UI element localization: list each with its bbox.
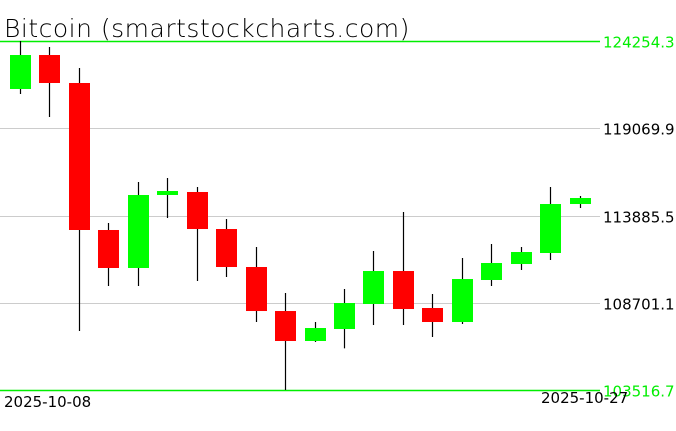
candle xyxy=(511,246,532,271)
candle-body-down xyxy=(275,311,296,342)
candle-body-down xyxy=(39,55,60,83)
candle xyxy=(363,251,384,326)
candle xyxy=(275,293,296,390)
candle-body-down xyxy=(187,191,208,230)
y-tick-label: 119069.9 xyxy=(603,121,675,139)
candle-body-down xyxy=(69,82,90,230)
candle-body-down xyxy=(98,229,119,268)
candle xyxy=(334,289,355,349)
candle-body-up xyxy=(452,279,473,323)
candle xyxy=(452,258,473,325)
candle xyxy=(393,212,414,326)
candle xyxy=(216,219,237,278)
candle-body-down xyxy=(422,308,443,323)
candle-body-down xyxy=(246,267,267,312)
candle-body-up xyxy=(511,252,532,265)
y-axis-labels: 124254.3 119069.9 113885.5 108701.1 103516.7 xyxy=(603,34,675,401)
candle xyxy=(10,41,31,95)
candle xyxy=(305,322,326,343)
grid-lines xyxy=(0,40,600,392)
candle-body-up xyxy=(10,55,31,90)
candle xyxy=(481,244,502,287)
candle xyxy=(422,294,443,337)
candle-body-up xyxy=(157,191,178,195)
candle xyxy=(98,222,119,287)
x-start-label: 2025-10-08 xyxy=(4,393,91,411)
chart-title: Bitcoin (smartstockcharts.com) xyxy=(4,14,410,43)
candle-body-up xyxy=(363,271,384,305)
candle xyxy=(540,186,561,261)
candle-body-up xyxy=(128,194,149,268)
candle xyxy=(39,46,60,118)
candle xyxy=(187,186,208,282)
x-end-label: 2025-10-27 xyxy=(541,389,628,407)
candle-body-up xyxy=(334,303,355,330)
y-tick-label: 103516.7 xyxy=(603,383,675,401)
candle-body-down xyxy=(216,229,237,268)
candle-body-up xyxy=(570,198,591,205)
candle xyxy=(246,246,267,323)
candle-body-up xyxy=(481,263,502,280)
candle xyxy=(69,67,90,332)
y-tick-label: 108701.1 xyxy=(603,296,675,314)
candle-body-down xyxy=(393,271,414,310)
candles xyxy=(10,41,591,390)
candle xyxy=(157,177,178,218)
candle xyxy=(570,196,591,209)
y-tick-label: 124254.3 xyxy=(603,34,675,52)
candle-body-up xyxy=(540,204,561,254)
candle xyxy=(128,182,149,287)
y-tick-label: 113885.5 xyxy=(603,209,675,227)
candle-body-up xyxy=(305,328,326,342)
